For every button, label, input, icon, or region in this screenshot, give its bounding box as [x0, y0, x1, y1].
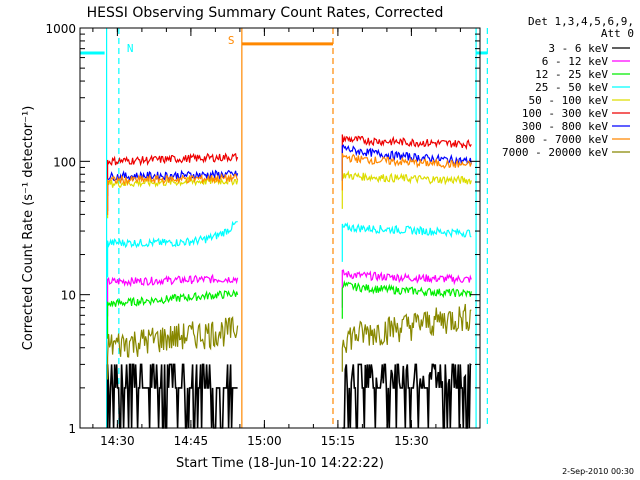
legend-label: 300 - 800 keV	[522, 120, 608, 133]
series-line	[106, 273, 239, 317]
series-25-50-kev	[106, 220, 472, 278]
series-100-300-kev	[106, 134, 472, 196]
legend-label: 50 - 100 keV	[529, 94, 609, 107]
x-tick-label: 14:30	[100, 434, 135, 448]
legend-label: 6 - 12 keV	[542, 55, 609, 68]
x-axis-label: Start Time (18-Jun-10 14:22:22)	[176, 456, 384, 471]
x-tick-label: 14:45	[174, 434, 209, 448]
series-3-6-kev	[106, 363, 472, 429]
series-line	[341, 134, 472, 173]
series-line	[106, 289, 239, 339]
series-6-12-kev	[106, 269, 472, 317]
series-line	[341, 303, 472, 372]
footer-date: 2-Sep-2010 00:30	[562, 467, 634, 476]
y-tick-label: 10	[61, 289, 76, 303]
legend-label: 25 - 50 keV	[535, 81, 608, 94]
legend-label: 100 - 300 keV	[522, 107, 608, 120]
series-line	[341, 269, 472, 308]
series-line	[341, 221, 472, 262]
series-line	[341, 144, 472, 181]
series-line	[106, 173, 239, 215]
x-tick-label: 15:15	[321, 434, 356, 448]
legend-label: 3 - 6 keV	[548, 42, 608, 55]
series-line	[106, 220, 238, 278]
legend-header: Att 0	[601, 27, 634, 40]
series-line	[106, 315, 239, 380]
night-annotation: N	[127, 42, 134, 55]
y-axis-label: Corrected Count Rate (s⁻¹ detector⁻¹)	[21, 106, 36, 351]
legend-label: 800 - 7000 keV	[515, 133, 608, 146]
series-line	[106, 363, 238, 429]
series-12-25-kev	[106, 279, 472, 339]
series-line	[341, 170, 472, 209]
saa-annotation: S	[228, 34, 235, 47]
y-tick-label: 1000	[45, 22, 76, 36]
legend-label: 7000 - 20000 keV	[502, 146, 608, 159]
series-300-800-kev	[106, 144, 472, 212]
x-tick-label: 15:00	[247, 434, 282, 448]
series-7000-20000-kev	[106, 303, 472, 380]
y-tick-label: 1	[68, 422, 76, 436]
legend-header: Det 1,3,4,5,6,9,	[528, 15, 634, 28]
series-line	[106, 152, 239, 196]
x-tick-label: 15:30	[394, 434, 429, 448]
y-tick-label: 100	[53, 155, 76, 169]
series-line	[341, 152, 472, 191]
legend-label: 12 - 25 keV	[535, 68, 608, 81]
series-line	[341, 279, 472, 319]
chart-title: HESSI Observing Summary Count Rates, Cor…	[87, 5, 444, 21]
series-line	[106, 169, 239, 212]
series-line	[342, 363, 472, 429]
series-800-7000-kev	[106, 152, 472, 215]
plot-frame	[79, 27, 481, 429]
